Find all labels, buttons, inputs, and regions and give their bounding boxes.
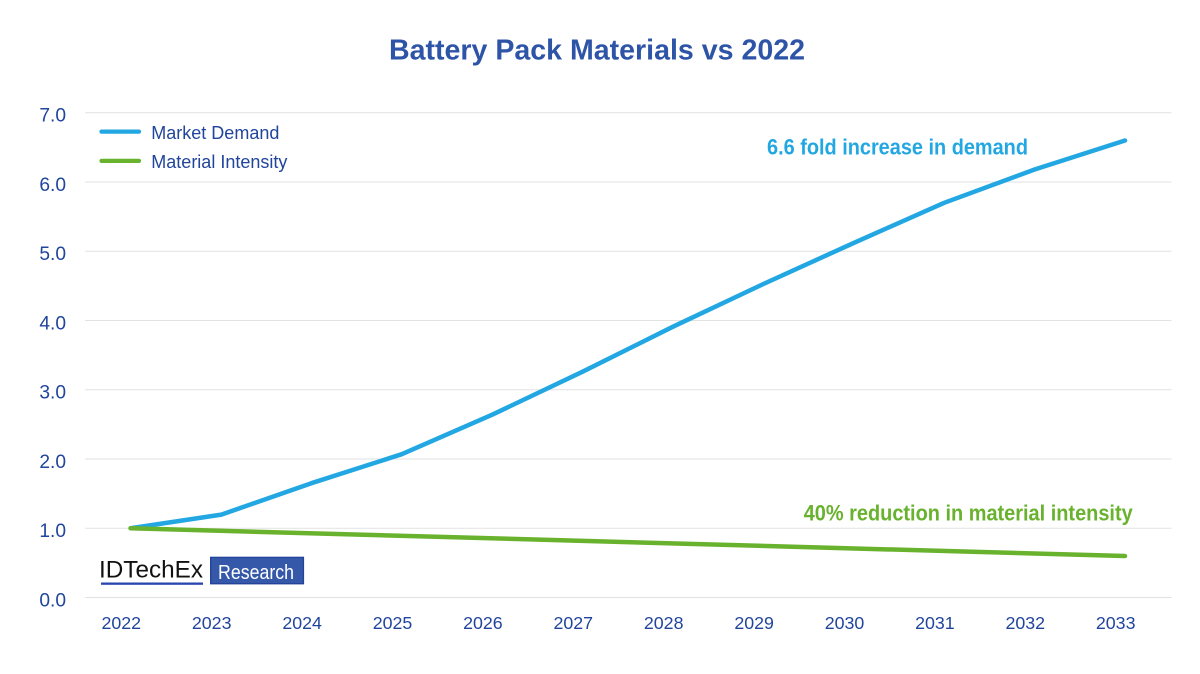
svg-text:2033: 2033 [1096,613,1136,633]
svg-text:1.0: 1.0 [39,521,66,542]
svg-text:2030: 2030 [825,613,865,633]
svg-text:4.0: 4.0 [39,313,66,334]
svg-text:IDTechEx: IDTechEx [99,557,203,584]
svg-text:2026: 2026 [463,613,503,633]
svg-text:2024: 2024 [282,613,322,633]
svg-text:Research: Research [218,561,294,584]
svg-text:2031: 2031 [915,613,955,633]
svg-text:2029: 2029 [734,613,774,633]
svg-text:Battery Pack Materials vs 2022: Battery Pack Materials vs 2022 [389,35,805,67]
svg-text:2023: 2023 [192,613,232,633]
svg-text:6.0: 6.0 [39,175,66,196]
svg-text:0.0: 0.0 [39,590,66,611]
svg-text:2022: 2022 [102,613,142,633]
svg-text:Market Demand: Market Demand [151,123,279,143]
svg-text:2032: 2032 [1006,613,1046,633]
svg-text:2027: 2027 [554,613,594,633]
svg-text:3.0: 3.0 [39,383,66,404]
svg-text:5.0: 5.0 [39,244,66,265]
svg-text:7.0: 7.0 [39,106,66,127]
svg-text:2.0: 2.0 [39,452,66,473]
svg-text:6.6 fold increase in demand: 6.6 fold increase in demand [767,134,1028,159]
svg-text:2028: 2028 [644,613,684,633]
svg-text:Material Intensity: Material Intensity [151,152,287,172]
svg-text:40% reduction in material inte: 40% reduction in material intensity [804,500,1133,525]
svg-text:2025: 2025 [373,613,413,633]
